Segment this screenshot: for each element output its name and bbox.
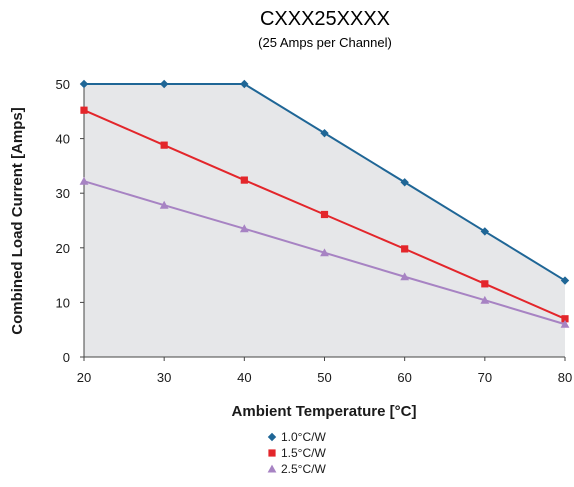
chart-title: CXXX25XXXX <box>260 8 390 30</box>
legend-marker-icon <box>268 449 276 457</box>
data-point-series-1 <box>480 227 490 236</box>
x-tick-label: 50 <box>317 370 331 385</box>
y-tick-label: 0 <box>63 350 70 365</box>
x-tick-label: 40 <box>237 370 251 385</box>
data-point-series-1 <box>159 79 169 89</box>
x-tick-label: 70 <box>478 370 492 385</box>
legend-label: 2.5°C/W <box>281 462 326 476</box>
data-point-series-1 <box>560 276 570 285</box>
data-point-series-3 <box>320 248 329 257</box>
y-tick-label: 40 <box>56 132 70 147</box>
data-point-series-1 <box>240 79 249 89</box>
x-tick-label: 80 <box>558 370 572 385</box>
data-point-series-2 <box>80 106 88 114</box>
series-layer <box>79 79 570 328</box>
legend-label: 1.0°C/W <box>281 430 326 444</box>
data-point-series-3 <box>560 319 570 328</box>
legend-item: 2.5°C/W <box>267 462 326 476</box>
legend-label: 1.5°C/W <box>281 446 326 460</box>
legend-marker-icon <box>267 464 277 473</box>
legend-marker-icon <box>267 432 277 442</box>
axes: 0 10 20 30 40 50 20 30 40 50 60 70 80 <box>56 77 573 385</box>
legend-item: 1.0°C/W <box>267 430 326 444</box>
data-point-series-1 <box>79 79 89 89</box>
data-point-series-1 <box>400 178 409 187</box>
y-axis-label: Combined Load Current [Amps] <box>9 107 26 335</box>
y-tick-label: 20 <box>56 241 70 256</box>
legend-item: 1.5°C/W <box>268 446 326 460</box>
data-point-series-3 <box>79 176 89 185</box>
data-point-series-1 <box>320 128 329 138</box>
x-axis-label: Ambient Temperature [°C] <box>232 403 417 420</box>
legend: 1.0°C/W 1.5°C/W 2.5°C/W <box>267 430 326 476</box>
data-point-series-2 <box>481 280 489 288</box>
data-point-series-2 <box>160 141 168 149</box>
data-point-series-2 <box>320 210 329 219</box>
data-point-series-3 <box>400 272 410 281</box>
y-tick-label: 50 <box>56 77 70 92</box>
y-tick-label: 30 <box>56 186 70 201</box>
data-point-series-2 <box>401 245 409 253</box>
x-tick-label: 60 <box>397 370 411 385</box>
data-point-series-2 <box>561 315 569 323</box>
chart-subtitle: (25 Amps per Channel) <box>258 35 392 50</box>
x-tick-label: 30 <box>157 370 171 385</box>
data-point-series-3 <box>239 224 249 233</box>
shaded-area <box>84 84 565 357</box>
data-point-series-2 <box>240 176 248 184</box>
data-point-series-3 <box>159 200 169 209</box>
data-point-series-3 <box>480 295 490 304</box>
y-tick-label: 10 <box>56 295 70 310</box>
plot-area <box>84 84 565 357</box>
x-tick-label: 20 <box>77 370 91 385</box>
